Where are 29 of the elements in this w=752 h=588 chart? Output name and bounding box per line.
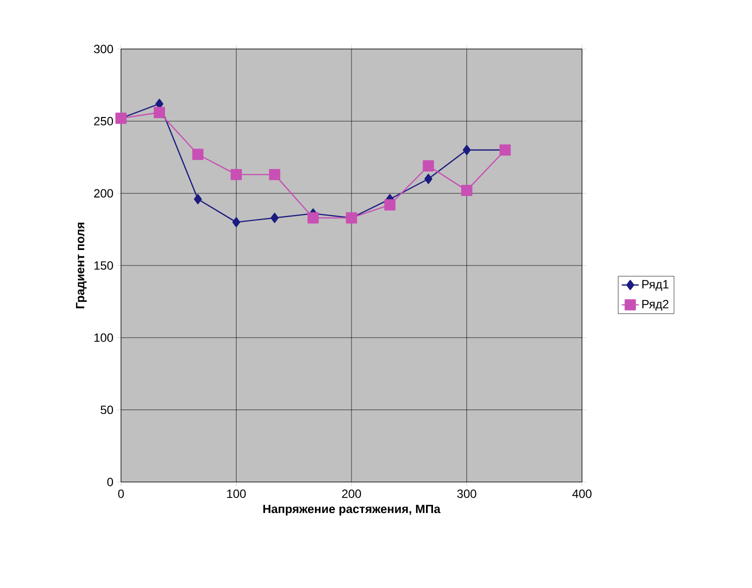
point [461,184,472,196]
y-tick-label: 0 [107,478,114,486]
point [384,199,396,210]
y-tick-label: 200 [94,189,114,198]
point [269,168,280,180]
x-tick-label: 0 [118,490,124,498]
point [270,212,279,223]
point [308,212,319,224]
x-axis-title: Напряжение растяжения, МПа [263,504,441,516]
point [232,217,240,228]
legend-label: Ряд1 [642,280,668,291]
y-tick-label: 150 [94,261,114,270]
point [422,160,434,172]
point [154,106,165,118]
x-tick-label: 300 [457,490,476,498]
y-tick-label: 250 [94,116,114,126]
y-axis-title: Градиент поля [76,222,87,308]
point [230,168,242,180]
point [462,144,471,156]
y-tick-label: 300 [94,44,114,54]
point [194,194,202,204]
point [192,148,204,160]
x-tick-label: 400 [572,490,592,498]
x-tick-label: 100 [227,490,246,498]
point [424,174,432,184]
y-tick-label: 100 [94,333,114,342]
x-tick-label: 200 [342,490,362,498]
y-tick-label: 50 [100,406,114,414]
legend-label: Ряд2 [642,300,668,311]
